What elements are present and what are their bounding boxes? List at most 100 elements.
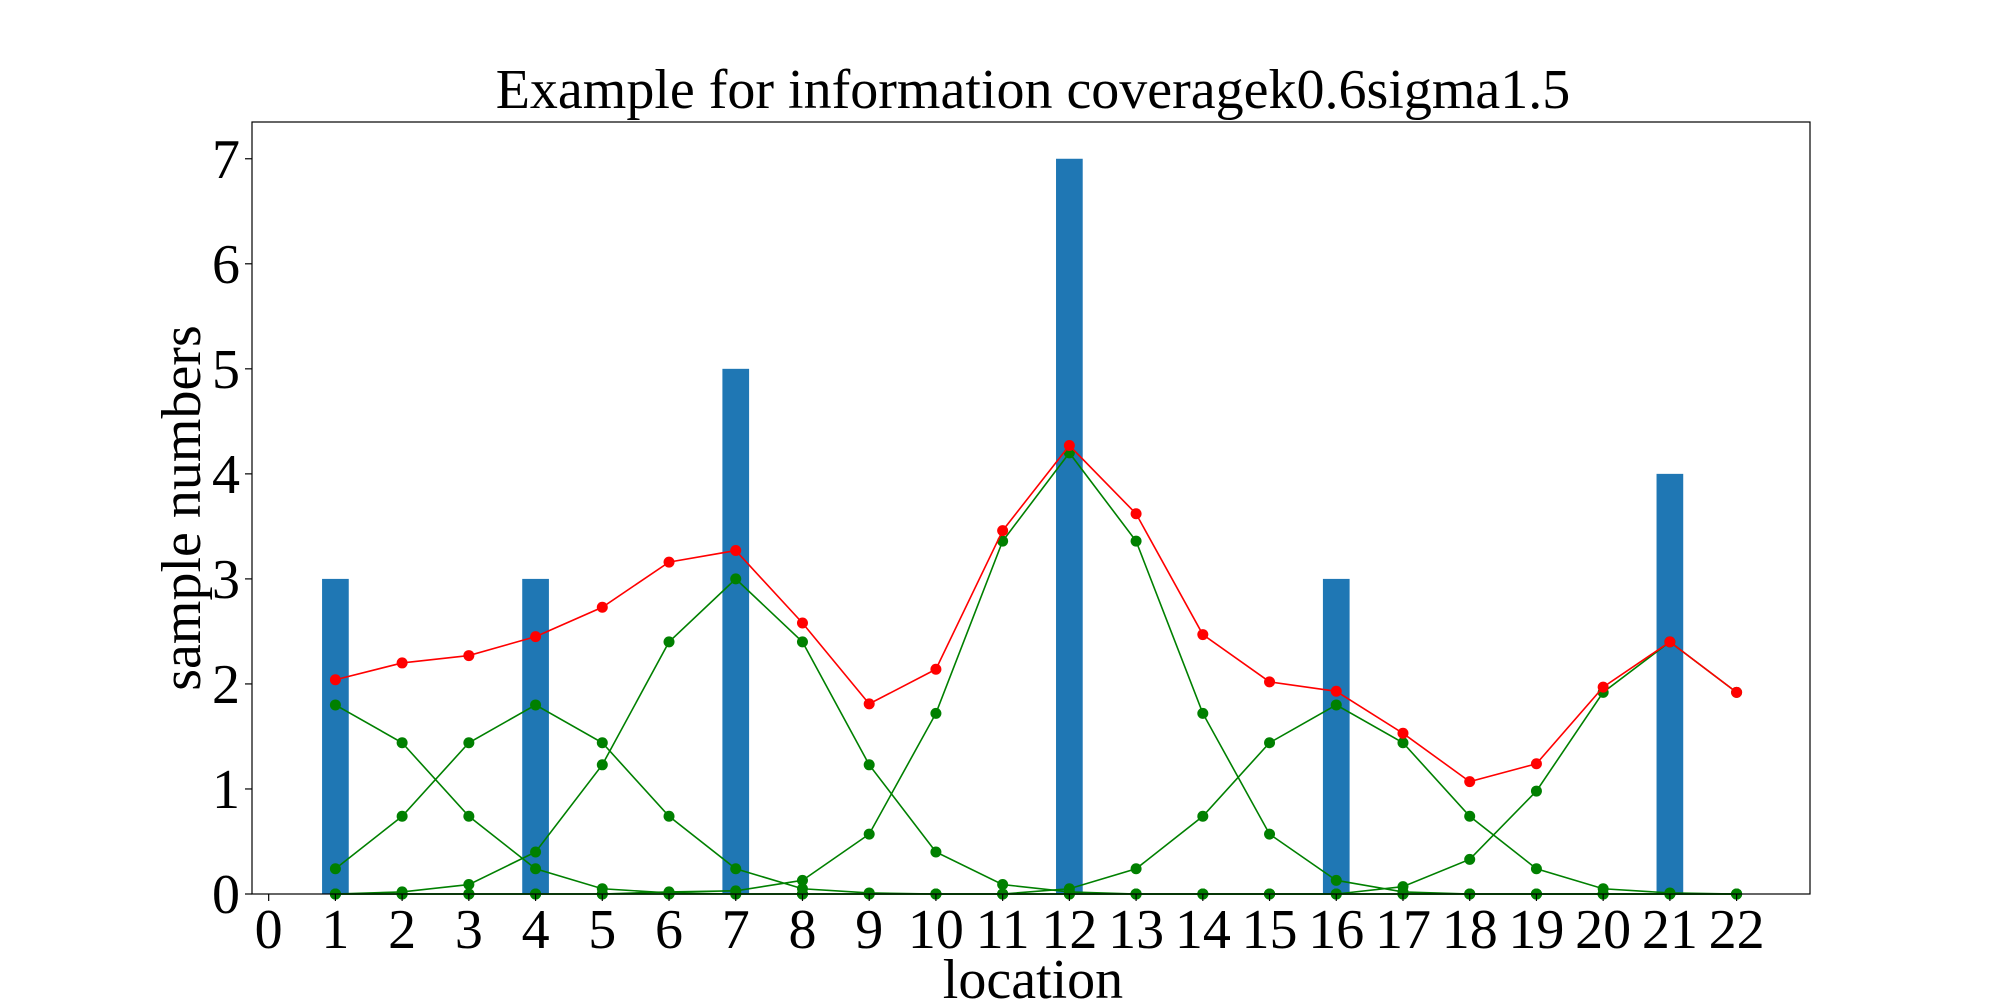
y-tick-label: 3 [212,549,240,611]
chart-title: Example for information coveragek0.6sigm… [496,59,1571,121]
y-tick-label: 4 [212,444,240,506]
red-point [1397,727,1409,739]
red-point [463,650,475,662]
bar [1322,578,1350,894]
green-point [863,759,875,771]
x-tick-label: 13 [1108,899,1164,961]
green-point [1464,853,1476,865]
green-point [1130,863,1142,875]
red-point [930,663,942,675]
green-point [396,810,408,822]
axes-frame [251,121,1811,895]
green-point [1530,785,1542,797]
green-point [329,699,341,711]
red-point [1530,758,1542,770]
x-tick-label: 14 [1175,899,1231,961]
bar [322,578,349,894]
green-point [730,863,742,875]
green-point [997,879,1009,891]
x-tick-label: 10 [908,899,964,961]
x-tick-label: 20 [1575,899,1631,961]
green-point [1264,828,1276,840]
red-point [1264,676,1276,688]
green-point [1397,737,1409,749]
green-point [997,535,1009,547]
x-tick-label: 6 [655,899,683,961]
red-point [596,601,608,613]
red-point [1063,440,1075,452]
green-point [1330,874,1342,886]
red-point [329,674,341,686]
x-tick-label: 18 [1442,899,1498,961]
green-point [530,846,542,858]
green-point [730,573,742,585]
red-series-line [335,444,1738,783]
red-point [730,545,742,557]
x-tick-label: 2 [388,899,416,961]
red-point [1597,681,1609,693]
green-point [1530,863,1542,875]
green-point [1264,737,1276,749]
x-tick-label: 3 [455,899,483,961]
red-point [997,525,1009,537]
x-tick-label: 15 [1242,899,1298,961]
green-point [1197,707,1209,719]
red-point [530,631,542,643]
y-tick-label: 7 [212,129,240,191]
bar [722,368,750,894]
y-tick-label: 1 [212,759,240,821]
green-point [863,828,875,840]
green-point [1330,699,1342,711]
green-point [1197,810,1209,822]
bar [1056,158,1083,894]
x-tick-label: 12 [1041,899,1097,961]
green-point [396,737,408,749]
x-tick-label: 1 [321,899,349,961]
plot-area: 0 1 2 3 4 5 6 7 8 9 10 11 12 13 14 15 16 17 18 19 20 21 220123… [212,121,1811,961]
red-point [1731,686,1743,698]
x-tick-label: 7 [722,899,750,961]
x-tick-label: 16 [1308,899,1364,961]
red-point [1664,636,1676,648]
y-tick-label: 2 [212,654,240,716]
x-tick-label: 9 [855,899,883,961]
green-point [663,810,675,822]
red-point [1464,776,1476,788]
green-point [1597,883,1609,895]
red-point [396,657,408,669]
x-tick-label: 0 [255,899,283,961]
x-tick-label: 11 [976,899,1030,961]
green-point [930,846,942,858]
red-point [1330,685,1342,697]
green-point [530,699,542,711]
green-point [930,707,942,719]
x-tick-label: 5 [588,899,616,961]
red-point [863,698,875,710]
y-tick-label: 6 [212,234,240,296]
x-axis-label: location [943,949,1123,1000]
green-point [796,636,808,648]
red-point [1197,629,1209,641]
green-point [463,879,475,891]
red-point [1130,508,1142,520]
green-point [1397,881,1409,893]
green-point [596,759,608,771]
y-axis-label: sample numbers [151,325,213,690]
red-point [796,617,808,629]
green-point [796,874,808,886]
x-tick-label: 17 [1375,899,1431,961]
x-tick-label: 8 [788,899,816,961]
bar [1656,473,1684,894]
green-point [1464,810,1476,822]
x-tick-label: 4 [522,899,550,961]
green-point [463,737,475,749]
y-tick-label: 5 [212,339,240,401]
red-point [663,556,675,568]
green-point [530,863,542,875]
green-point [463,810,475,822]
green-point [1664,887,1676,899]
green-point [329,863,341,875]
green-point [596,737,608,749]
green-point [663,636,675,648]
